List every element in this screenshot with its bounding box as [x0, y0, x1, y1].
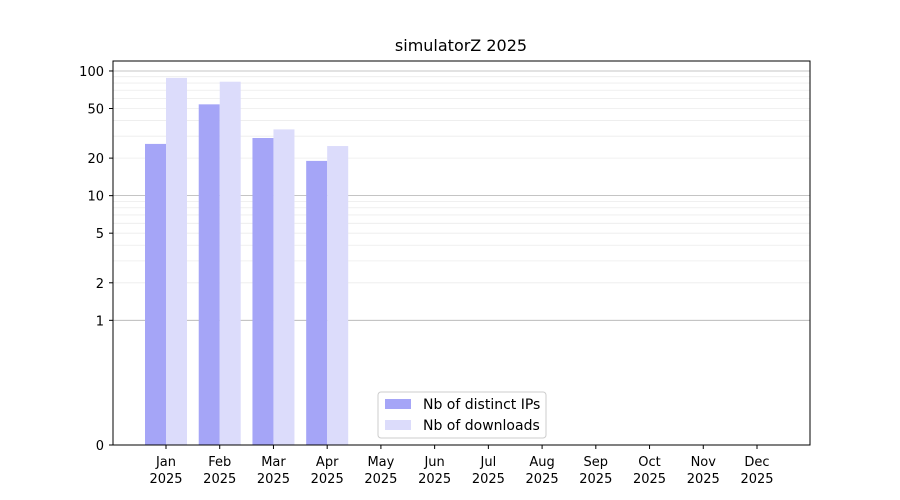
- x-tick-label-month: Sep: [584, 455, 609, 470]
- x-tick-label-year: 2025: [311, 472, 344, 487]
- legend-frame: [377, 391, 547, 439]
- bar-distinct-ips: [198, 104, 220, 445]
- bar-distinct-ips: [145, 143, 166, 445]
- bar-distinct-ips: [306, 160, 328, 445]
- y-tick-label: 2: [96, 277, 104, 292]
- bar-downloads: [219, 81, 241, 446]
- bars: [145, 77, 349, 446]
- y-axis: 0 1 2 5 10 20 50 100: [79, 65, 113, 454]
- y-tick-label: 100: [79, 65, 104, 80]
- legend: Nb of distinct IPs Nb of downloads: [377, 391, 547, 439]
- bar-downloads: [166, 77, 187, 446]
- legend-swatch-distinct-ips: [385, 399, 411, 409]
- x-tick-label-year: 2025: [687, 472, 720, 487]
- x-tick-label-year: 2025: [579, 472, 612, 487]
- x-tick-label-month: Mar: [261, 455, 286, 470]
- chart-title: simulatorZ 2025: [395, 36, 527, 55]
- x-tick-label-year: 2025: [149, 472, 182, 487]
- bar-downloads: [327, 146, 349, 445]
- x-tick-label-month: Feb: [208, 455, 231, 470]
- legend-swatch-downloads: [385, 420, 411, 430]
- bar-distinct-ips: [252, 137, 274, 445]
- x-tick-label-year: 2025: [418, 472, 451, 487]
- x-tick-label-year: 2025: [203, 472, 236, 487]
- x-tick-label-year: 2025: [633, 472, 666, 487]
- legend-label-distinct-ips: Nb of distinct IPs: [423, 397, 540, 413]
- y-tick-label: 1: [96, 314, 104, 329]
- x-tick-label-month: Apr: [316, 455, 339, 470]
- x-tick-label-month: Jun: [423, 455, 444, 470]
- x-tick-label-year: 2025: [740, 472, 773, 487]
- y-tick-label: 0: [96, 439, 104, 454]
- x-tick-label-month: Dec: [744, 455, 769, 470]
- x-tick-label-year: 2025: [364, 472, 397, 487]
- x-tick-label-year: 2025: [526, 472, 559, 487]
- y-tick-label: 50: [87, 103, 104, 118]
- x-tick-label-year: 2025: [472, 472, 505, 487]
- x-tick-label-month: Oct: [638, 455, 660, 470]
- plot-frame: [112, 60, 811, 446]
- y-tick-label: 5: [96, 227, 104, 242]
- x-tick-label-year: 2025: [257, 472, 290, 487]
- x-tick-label-month: Nov: [691, 455, 717, 470]
- bar-downloads: [273, 129, 295, 446]
- x-tick-label-month: Aug: [529, 455, 554, 470]
- x-tick-label-month: Jul: [480, 455, 497, 470]
- y-tick-label: 10: [87, 190, 104, 205]
- legend-label-downloads: Nb of downloads: [423, 418, 540, 434]
- x-tick-label-month: Jan: [155, 455, 176, 470]
- y-tick-label: 20: [87, 152, 104, 167]
- x-tick-label-month: May: [367, 455, 394, 470]
- x-axis: Jan 2025 Feb 2025 Mar 2025 Apr 2025 May 2025 Jun 20…: [149, 445, 774, 487]
